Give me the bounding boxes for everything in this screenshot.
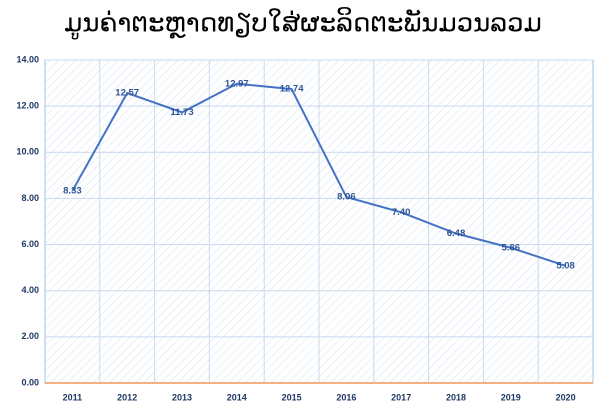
x-tick-label: 2017 xyxy=(391,392,411,402)
x-tick-label: 2014 xyxy=(227,392,247,402)
chart-title: ມູນຄ່າຕະຫຼາດທຽບໃສ່ຜະລິດຕະພັນມວນລວມ xyxy=(64,7,542,40)
value-label: 6.48 xyxy=(447,228,466,239)
y-tick-label: 12.00 xyxy=(16,101,39,111)
x-tick-label: 2016 xyxy=(336,392,356,402)
value-label: 7.40 xyxy=(392,207,411,218)
y-tick-label: 14.00 xyxy=(16,54,39,64)
value-label: 8.06 xyxy=(337,192,356,203)
x-tick-label: 2015 xyxy=(282,392,302,402)
x-tick-label: 2011 xyxy=(63,392,83,402)
value-label: 12.74 xyxy=(280,84,304,95)
x-tick-label: 2020 xyxy=(556,392,576,402)
line xyxy=(71,82,566,267)
x-tick-label: 2013 xyxy=(172,392,192,402)
y-tick-label: 4.00 xyxy=(21,285,39,295)
value-label: 8.33 xyxy=(63,185,82,196)
value-label: 5.08 xyxy=(556,260,575,271)
x-tick-label: 2012 xyxy=(117,392,137,402)
value-label: 12.97 xyxy=(225,78,249,89)
y-tick-label: 8.00 xyxy=(21,193,39,203)
y-tick-label: 10.00 xyxy=(16,147,39,157)
value-label: 11.73 xyxy=(170,107,193,118)
y-tick-label: 6.00 xyxy=(21,239,39,249)
x-tick-label: 2019 xyxy=(501,392,521,402)
y-tick-label: 2.00 xyxy=(21,331,39,341)
value-label: 12.57 xyxy=(115,88,139,99)
value-label: 5.86 xyxy=(502,242,521,253)
x-tick-label: 2018 xyxy=(446,392,466,402)
y-tick-label: 0.00 xyxy=(21,377,39,387)
